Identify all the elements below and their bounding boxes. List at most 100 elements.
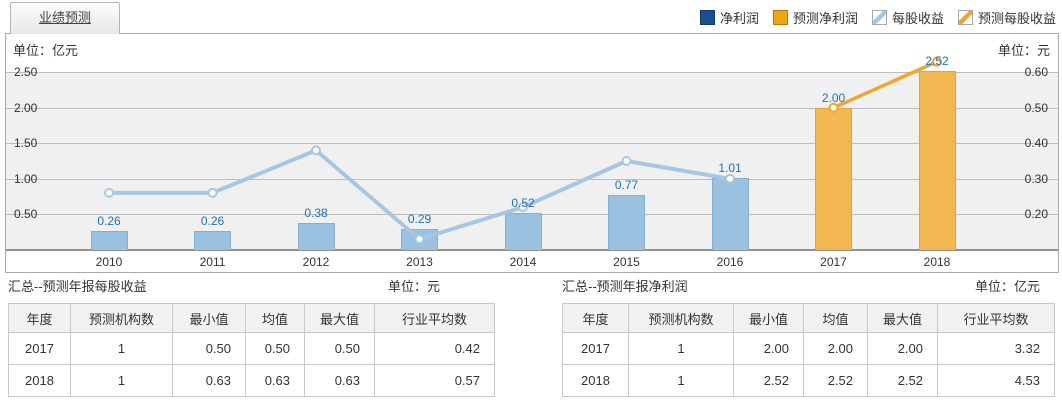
table-cell: 2.52 [733, 364, 804, 397]
bar-2011 [194, 231, 231, 250]
table-cell: 4.53 [937, 364, 1055, 397]
bar-value-label-2013: 0.29 [407, 212, 432, 227]
table-cell: 0.42 [374, 332, 495, 365]
legend-label-net-profit: 净利润 [719, 11, 759, 26]
table-cell: 0.57 [374, 364, 495, 397]
eps-forecast-table: 年度 预测机构数 最小值 均值 最大值 行业平均数 2017 1 0.50 0.50 0.50 0.4… [8, 303, 495, 397]
column-header: 最大值 [304, 303, 375, 333]
x-axis-label-2012: 2012 [302, 255, 330, 269]
forecast-eps-swatch-icon [957, 10, 973, 25]
table-cell: 0.50 [172, 332, 246, 365]
column-header: 行业平均数 [937, 303, 1055, 333]
table-header-row: 年度 预测机构数 最小值 均值 最大值 行业平均数 [8, 303, 495, 333]
bar-value-label-2012: 0.38 [304, 205, 328, 220]
column-header: 年度 [562, 303, 629, 333]
table-cell: 2018 [8, 364, 71, 397]
left-axis-tick: 0.50 [14, 207, 38, 222]
table-cell: 0.63 [172, 364, 246, 397]
left-axis-unit: 单位：亿元 [13, 43, 79, 58]
bar-value-label-2016: 1.01 [718, 161, 742, 176]
net-profit-table-unit: 单位：亿元 [974, 279, 1040, 294]
column-header: 均值 [803, 303, 868, 333]
legend-item-forecast-net-profit: 预测净利润 [772, 8, 858, 27]
gridline [6, 178, 1058, 180]
x-axis-label-2018: 2018 [923, 255, 951, 269]
x-axis-label-2010: 2010 [95, 255, 123, 269]
gridline [6, 72, 1058, 74]
eps-table-title: 汇总--预测年报每股收益 [8, 279, 147, 294]
bar-value-label-2014: 0.52 [511, 195, 535, 210]
column-header: 均值 [245, 303, 305, 333]
net-profit-swatch-icon [699, 10, 715, 25]
bar-value-label-2017: 2.00 [821, 90, 846, 105]
table-row: 2017 1 0.50 0.50 0.50 0.42 [8, 332, 495, 365]
x-axis-label-2014: 2014 [509, 255, 537, 269]
table-cell: 2.00 [867, 332, 938, 365]
table-cell: 1 [628, 332, 734, 365]
bar-2014 [504, 212, 542, 250]
bar-value-label-2011: 0.26 [200, 214, 225, 229]
bar-2016 [711, 178, 749, 250]
bar-2015 [608, 195, 645, 250]
column-header: 预测机构数 [70, 303, 173, 333]
table-cell: 1 [628, 364, 734, 397]
table-cell: 2.00 [733, 332, 804, 365]
x-axis-label-2011: 2011 [199, 255, 226, 269]
table-cell: 2017 [8, 332, 71, 365]
x-axis-label-2013: 2013 [406, 255, 433, 269]
legend-item-eps: 每股收益 [871, 8, 944, 27]
left-axis-tick: 2.00 [14, 100, 38, 115]
table-cell: 2.52 [867, 364, 938, 397]
column-header: 年度 [8, 303, 71, 333]
column-header: 行业平均数 [374, 303, 495, 333]
legend-item-net-profit: 净利润 [699, 8, 759, 27]
bar-2010 [90, 231, 128, 250]
column-header: 最大值 [867, 303, 938, 333]
gridline [6, 143, 1058, 145]
bar-2017 [815, 107, 852, 250]
right-axis-tick: 0.30 [1024, 171, 1048, 186]
table-cell: 0.63 [304, 364, 375, 397]
left-axis-tick: 2.50 [14, 65, 38, 80]
table-cell: 2018 [562, 364, 629, 397]
column-header: 最小值 [733, 303, 804, 333]
table-cell: 2.00 [803, 332, 868, 365]
table-row: 2018 1 2.52 2.52 2.52 4.53 [562, 364, 1055, 397]
right-axis-tick: 0.20 [1024, 207, 1048, 222]
tab-performance-forecast[interactable]: 业绩预测 [10, 2, 120, 34]
column-header: 预测机构数 [628, 303, 734, 333]
table-header-row: 年度 预测机构数 最小值 均值 最大值 行业平均数 [562, 303, 1055, 333]
chart-legend: 净利润 预测净利润 每股收益 预测每股收益 [699, 8, 1056, 27]
net-profit-table-title: 汇总--预测年报净利润 [562, 279, 688, 294]
table-cell: 0.63 [245, 364, 305, 397]
bar-value-label-2010: 0.26 [97, 214, 121, 229]
x-axis-label-2017: 2017 [820, 255, 847, 269]
table-cell: 3.32 [937, 332, 1055, 365]
legend-label-eps: 每股收益 [891, 11, 944, 26]
table-cell: 1 [70, 332, 173, 365]
x-axis-label-2016: 2016 [716, 255, 744, 269]
bar-2018 [918, 70, 956, 250]
right-axis-tick: 0.50 [1024, 100, 1048, 115]
right-axis-tick: 0.60 [1024, 65, 1048, 80]
forecast-net-profit-swatch-icon [772, 10, 788, 25]
plot-area: 2.50 0.60 2.00 0.50 1.50 0.40 1.00 0.30 0.50 0.20… [6, 34, 1058, 272]
legend-item-forecast-eps: 预测每股收益 [957, 8, 1056, 27]
right-axis-tick: 0.40 [1024, 136, 1048, 151]
bar-value-label-2015: 0.77 [614, 178, 639, 193]
bar-2012 [297, 222, 335, 250]
forecast-chart: 单位：亿元 单位：元 2.50 0.60 2.00 0.50 1.50 0.40 1.00 0… [5, 33, 1059, 273]
column-header: 最小值 [172, 303, 246, 333]
bar-2013 [401, 229, 438, 250]
table-cell: 0.50 [304, 332, 375, 365]
table-cell: 2.52 [803, 364, 868, 397]
left-axis-tick: 1.00 [14, 171, 38, 186]
left-axis-tick: 1.50 [14, 136, 38, 151]
right-axis-unit: 单位：元 [997, 43, 1050, 58]
bar-value-label-2018: 2.52 [925, 53, 949, 68]
legend-label-forecast-eps: 预测每股收益 [977, 11, 1056, 26]
x-axis-baseline [6, 248, 1058, 251]
table-cell: 0.50 [245, 332, 305, 365]
net-profit-forecast-table: 年度 预测机构数 最小值 均值 最大值 行业平均数 2017 1 2.00 2.00 2.00 3.3… [562, 303, 1055, 397]
